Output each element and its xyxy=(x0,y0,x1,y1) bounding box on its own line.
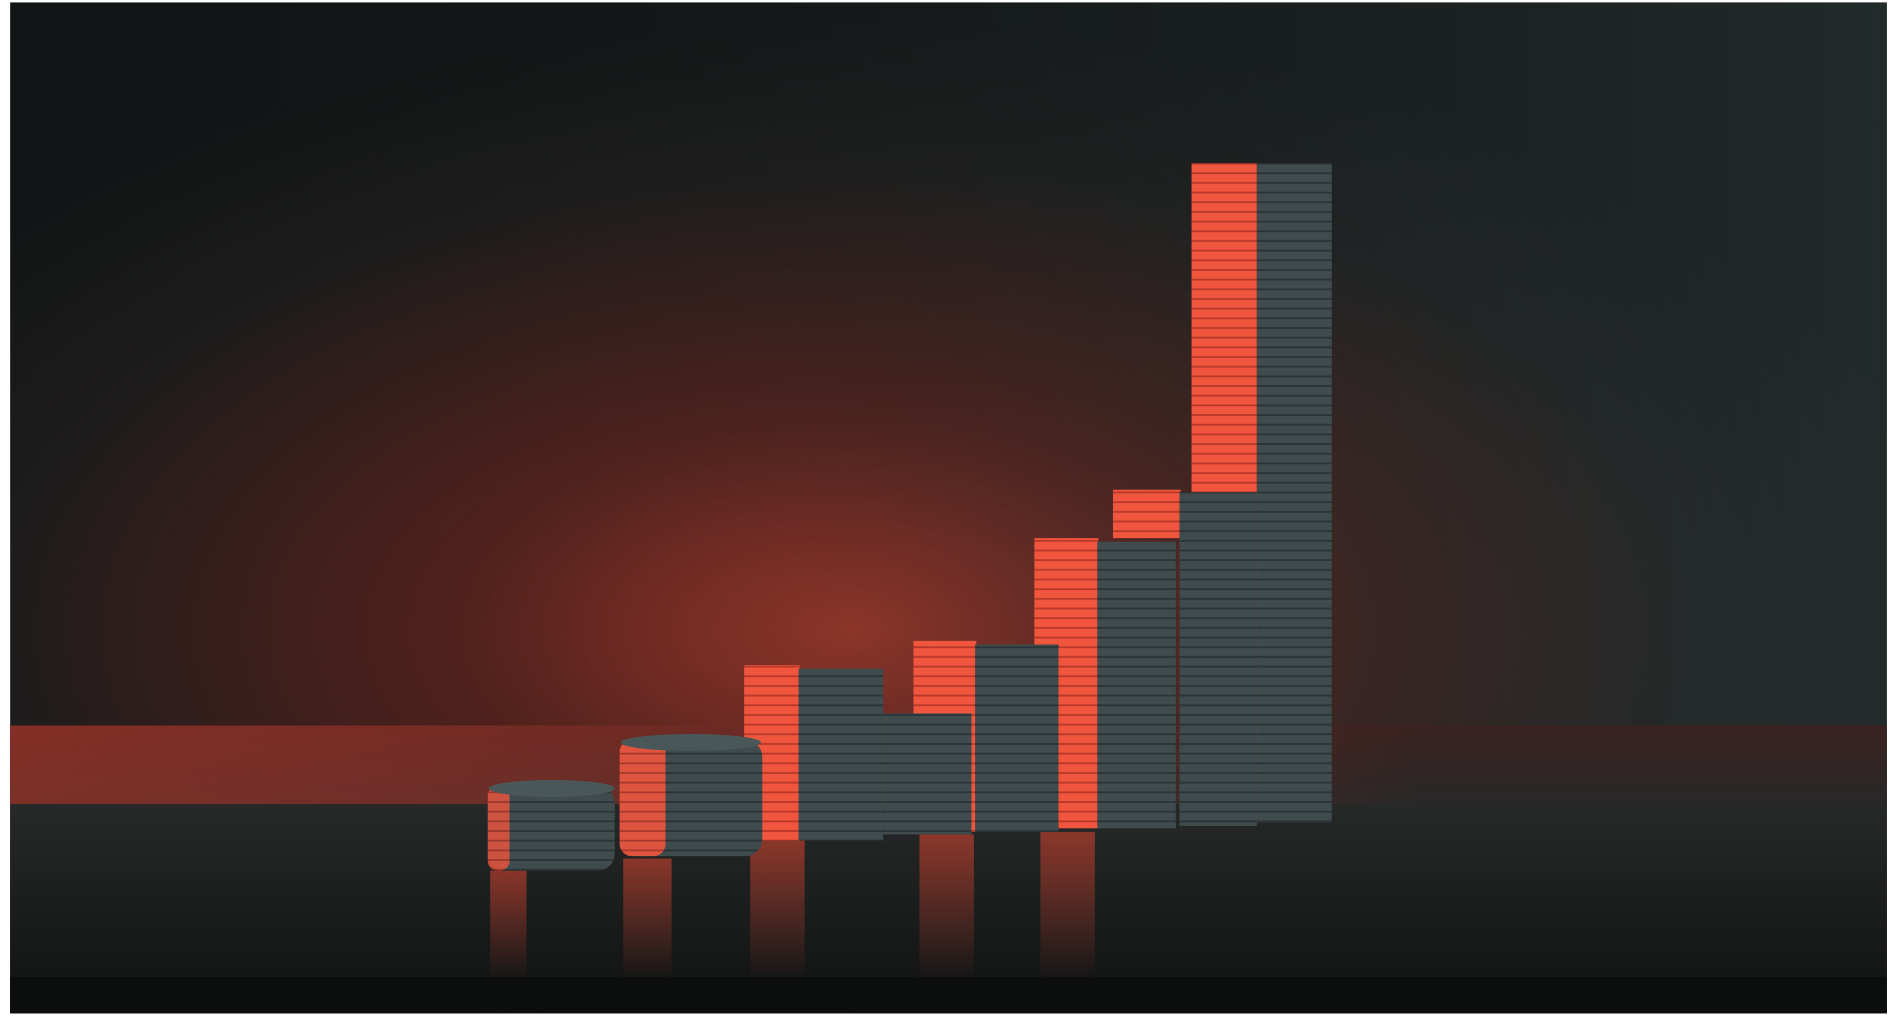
stack-face-gray xyxy=(1256,163,1332,823)
reflection xyxy=(1040,831,1095,980)
reflection xyxy=(919,834,974,980)
stack-face-gray xyxy=(975,644,1059,832)
reflection xyxy=(490,870,527,980)
stack-face-gray xyxy=(1179,492,1257,826)
stack-face-gray xyxy=(1097,541,1176,829)
stack-face-red xyxy=(1112,489,1181,539)
stack-face-gray xyxy=(798,668,884,841)
coin-stack-lit xyxy=(487,785,510,871)
stack-face-gray xyxy=(883,713,972,835)
reflections xyxy=(490,831,1095,980)
reflection xyxy=(750,840,805,980)
stacks xyxy=(487,163,1332,871)
coin-stack xyxy=(487,785,615,871)
coin-stack-lit xyxy=(619,740,666,857)
coin-top xyxy=(620,733,762,751)
coin-top xyxy=(488,779,615,797)
floor-edge xyxy=(10,977,1887,1014)
reflection xyxy=(623,858,672,980)
